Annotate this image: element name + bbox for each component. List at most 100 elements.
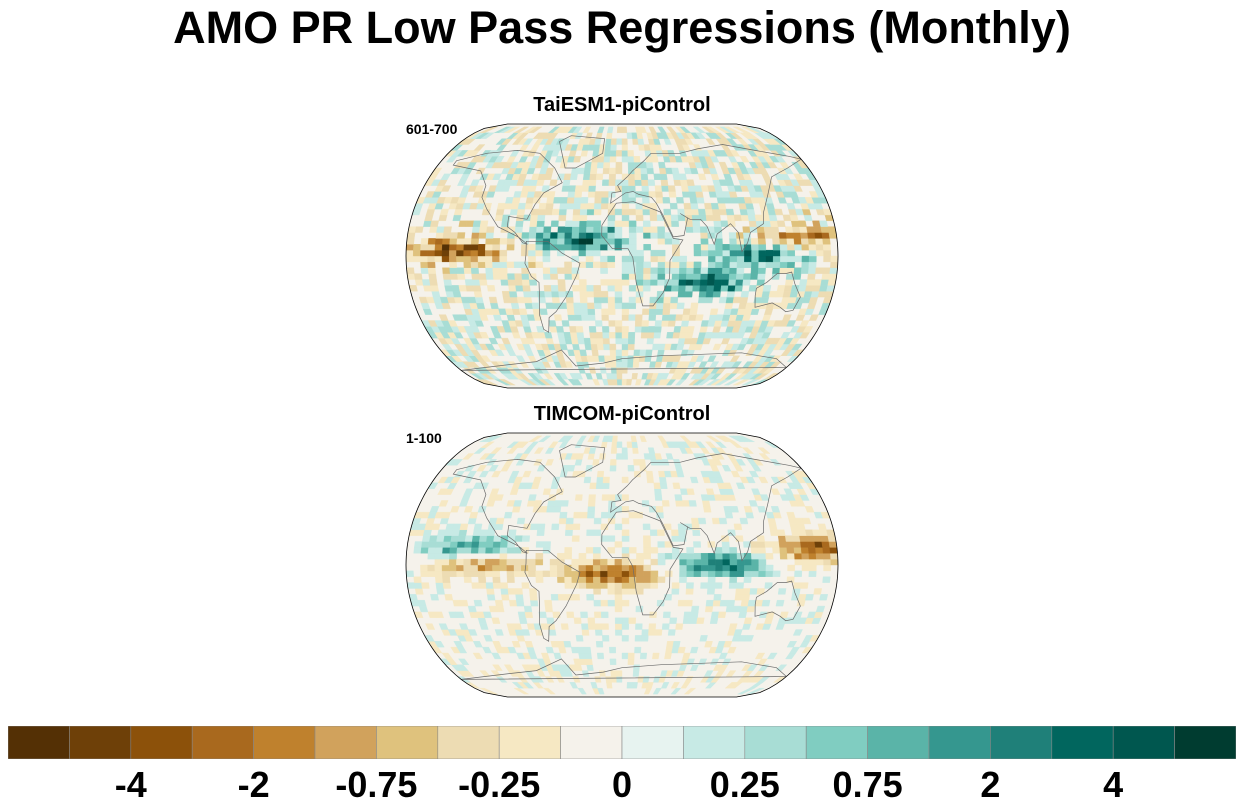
anomaly-cell bbox=[551, 208, 560, 216]
anomaly-cell bbox=[698, 291, 707, 298]
anomaly-cell bbox=[602, 326, 610, 333]
anomaly-cell bbox=[751, 255, 760, 263]
anomaly-cell bbox=[434, 570, 443, 577]
anomaly-cell bbox=[704, 605, 714, 613]
anomaly-cell bbox=[565, 291, 574, 298]
anomaly-cell bbox=[565, 296, 574, 304]
anomaly-cell bbox=[542, 379, 556, 386]
anomaly-cell bbox=[593, 529, 602, 536]
anomaly-cell bbox=[614, 594, 623, 601]
anomaly-cell bbox=[775, 600, 785, 607]
anomaly-cell bbox=[728, 232, 737, 239]
anomaly-cell bbox=[578, 249, 587, 257]
anomaly-cell bbox=[597, 688, 605, 695]
anomaly-cell bbox=[553, 197, 562, 204]
anomaly-cell bbox=[649, 529, 658, 536]
anomaly-cell bbox=[800, 582, 809, 589]
anomaly-cell bbox=[792, 588, 801, 595]
anomaly-cell bbox=[669, 203, 678, 210]
anomaly-cell bbox=[479, 535, 488, 542]
anomaly-cell bbox=[829, 267, 838, 274]
anomaly-cell bbox=[585, 658, 593, 665]
anomaly-cell bbox=[631, 373, 638, 380]
anomaly-cell bbox=[760, 296, 770, 304]
anomaly-cell bbox=[564, 576, 573, 583]
anomaly-cell bbox=[743, 261, 752, 268]
anomaly-cell bbox=[609, 349, 617, 356]
anomaly-cell bbox=[529, 594, 538, 601]
anomaly-cell bbox=[600, 261, 608, 268]
anomaly-cell bbox=[746, 126, 765, 133]
anomaly-cell bbox=[664, 541, 673, 548]
anomaly-cell bbox=[486, 459, 498, 466]
anomaly-cell bbox=[585, 261, 594, 268]
anomaly-cell bbox=[553, 500, 563, 507]
anomaly-cell bbox=[685, 285, 694, 292]
anomaly-cell bbox=[533, 676, 544, 683]
anomaly-cell bbox=[577, 688, 587, 695]
anomaly-cell bbox=[572, 214, 581, 221]
anomaly-cell bbox=[739, 156, 750, 163]
anomaly-cell bbox=[671, 167, 680, 175]
anomaly-cell bbox=[572, 343, 580, 351]
anomaly-cell bbox=[664, 570, 673, 577]
anomaly-cell bbox=[414, 588, 424, 595]
anomaly-cell bbox=[707, 244, 716, 251]
anomaly-cell bbox=[772, 255, 781, 263]
anomaly-cell bbox=[745, 203, 754, 210]
anomaly-cell bbox=[571, 232, 580, 239]
anomaly-cell bbox=[513, 261, 522, 268]
anomaly-cell bbox=[593, 244, 601, 251]
anomaly-cell bbox=[602, 476, 610, 484]
anomaly-cell bbox=[545, 646, 554, 654]
anomaly-cell bbox=[628, 267, 637, 274]
anomaly-cell bbox=[602, 635, 610, 642]
anomaly-cell bbox=[587, 500, 596, 507]
anomaly-cell bbox=[412, 255, 421, 263]
anomaly-cell bbox=[671, 588, 680, 595]
anomaly-cell bbox=[485, 582, 494, 589]
anomaly-cell bbox=[441, 255, 450, 263]
anomaly-cell bbox=[551, 291, 560, 298]
anomaly-cell bbox=[458, 529, 468, 536]
anomaly-cell bbox=[552, 302, 561, 309]
anomaly-cell bbox=[621, 238, 630, 245]
anomaly-cell bbox=[562, 435, 574, 442]
anomaly-cell bbox=[736, 564, 745, 572]
anomaly-cell bbox=[457, 232, 466, 239]
anomaly-cell bbox=[808, 255, 817, 263]
anomaly-cell bbox=[749, 588, 758, 595]
anomaly-cell bbox=[559, 343, 568, 351]
anomaly-cell bbox=[499, 238, 508, 245]
anomaly-cell bbox=[511, 197, 521, 204]
anomaly-cell bbox=[580, 512, 588, 519]
coastline bbox=[524, 549, 581, 642]
anomaly-cell bbox=[656, 512, 664, 519]
anomaly-cell bbox=[557, 226, 566, 233]
anomaly-cell bbox=[729, 249, 738, 257]
anomaly-cell bbox=[565, 220, 573, 227]
anomaly-cell bbox=[463, 558, 472, 566]
anomaly-cell bbox=[627, 361, 634, 368]
anomaly-cell bbox=[451, 529, 461, 536]
anomaly-cell bbox=[695, 314, 704, 321]
anomaly-cell bbox=[434, 558, 443, 566]
anomaly-cell bbox=[431, 291, 441, 298]
anomaly-cell bbox=[692, 226, 701, 233]
anomaly-cell bbox=[641, 179, 649, 186]
anomaly-cell bbox=[414, 279, 424, 286]
anomaly-cell bbox=[513, 564, 522, 572]
anomaly-cell bbox=[654, 494, 663, 501]
anomaly-cell bbox=[435, 576, 444, 583]
anomaly-cell bbox=[523, 291, 532, 298]
anomaly-cell bbox=[685, 582, 694, 589]
anomaly-cell bbox=[742, 588, 751, 595]
colorbar-tick-label: -0.75 bbox=[335, 764, 418, 805]
anomaly-cell bbox=[657, 255, 666, 263]
anomaly-cell bbox=[542, 249, 551, 257]
anomaly-cell bbox=[610, 367, 617, 374]
anomaly-cell bbox=[441, 553, 450, 560]
anomaly-cell bbox=[714, 547, 723, 554]
anomaly-cell bbox=[745, 512, 754, 519]
anomaly-cell bbox=[621, 126, 628, 133]
